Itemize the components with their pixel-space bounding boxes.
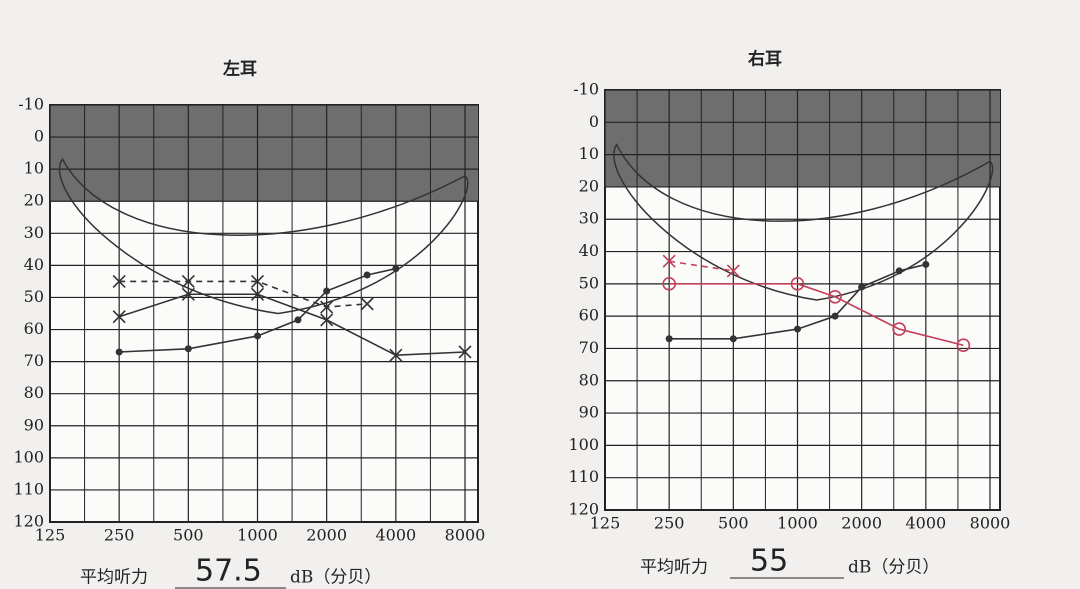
y-tick-label: 100 [13,447,44,466]
x-tick-label: 1000 [777,514,818,533]
x-tick-label: 125 [590,514,621,533]
data-point [895,267,903,275]
data-point [665,335,673,343]
speech-banana [58,157,469,315]
y-tick-label: 70 [579,338,599,357]
y-tick-label: 50 [24,287,44,306]
series-line [118,293,466,357]
y-tick-label: 60 [579,306,599,325]
speech-banana [613,143,994,301]
data-point [922,260,930,268]
y-tick-label: 90 [24,415,44,434]
average-unit: dB（分贝） [290,568,381,588]
data-point [956,338,971,353]
x-tick-label: 500 [718,514,749,533]
y-tick-label: 0 [589,112,599,131]
data-point [729,335,737,343]
y-tick-label: 100 [568,435,599,454]
y-tick-label: 110 [13,479,44,498]
shaded-band [50,105,478,202]
average-value: 57.5 [195,554,262,589]
y-tick-label: -10 [18,95,44,114]
x-tick-label: 4000 [905,514,946,533]
y-tick-label: 20 [24,191,44,210]
data-point [184,345,192,353]
average-label: 平均听力 [640,558,708,578]
y-tick-label: 30 [24,223,44,242]
series-line [119,280,368,308]
data-point [360,297,374,311]
y-tick-label: 50 [579,273,599,292]
data-point [320,313,334,327]
average-label: 平均听力 [80,568,148,588]
x-tick-label: 1000 [237,526,278,545]
data-point [389,348,403,362]
data-point [181,274,195,288]
x-tick-label: 2000 [841,514,882,533]
data-point [726,264,740,278]
data-point [250,274,265,288]
data-point [662,254,676,268]
data-point [794,325,801,333]
data-point [254,332,261,340]
y-tick-label: 70 [24,351,44,370]
y-tick-label: 20 [579,176,599,195]
x-tick-label: 125 [35,526,66,545]
data-point [458,345,472,359]
data-point [828,289,842,304]
chart-title: 右耳 [748,49,782,70]
y-tick-label: 40 [24,255,44,274]
y-tick-label: 60 [24,319,44,338]
data-point [112,310,126,324]
data-point [323,287,331,295]
x-tick-label: 250 [654,514,685,533]
data-point [181,287,195,301]
data-point [250,287,265,301]
y-tick-label: 10 [24,159,44,178]
y-tick-label: 80 [579,370,599,389]
chart-title: 左耳 [223,59,257,80]
y-tick-label: 40 [579,241,599,260]
y-tick-label: -10 [573,80,599,99]
data-point [392,265,400,273]
data-point [294,316,302,324]
average-unit: dB（分贝） [848,558,939,578]
x-tick-label: 2000 [306,526,347,545]
average-value: 55 [750,544,788,579]
x-tick-label: 8000 [445,526,486,545]
y-tick-label: 0 [34,127,44,146]
data-point [320,300,334,314]
data-point [112,274,126,288]
x-tick-label: 4000 [375,526,416,545]
x-tick-label: 250 [104,526,135,545]
data-point [662,277,676,291]
data-point [363,271,371,279]
y-tick-label: 120 [13,512,44,531]
data-point [831,312,839,320]
y-tick-label: 110 [568,467,599,486]
data-point [858,283,866,291]
y-tick-label: 30 [579,209,599,228]
y-tick-label: 10 [579,144,599,163]
series-line [669,283,964,347]
shaded-band [605,90,1000,187]
y-tick-label: 90 [579,403,599,422]
y-tick-label: 120 [568,500,599,519]
data-point [115,348,123,356]
x-tick-label: 500 [173,526,204,545]
x-tick-label: 8000 [970,514,1011,533]
data-point [790,277,805,291]
data-point [892,322,907,336]
y-tick-label: 80 [24,383,44,402]
